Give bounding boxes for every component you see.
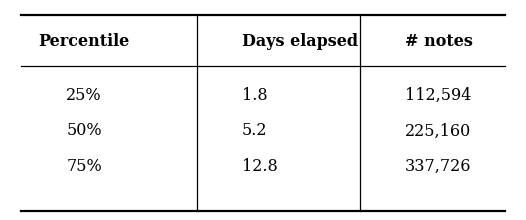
Text: 75%: 75% (66, 158, 102, 175)
Text: 225,160: 225,160 (405, 122, 471, 139)
Text: 12.8: 12.8 (242, 158, 278, 175)
Text: 337,726: 337,726 (405, 158, 471, 175)
Text: 5.2: 5.2 (242, 122, 267, 139)
Text: Percentile: Percentile (38, 33, 130, 50)
Text: 1.8: 1.8 (242, 87, 268, 104)
Text: Days elapsed: Days elapsed (242, 33, 358, 50)
Text: 112,594: 112,594 (405, 87, 471, 104)
Text: 50%: 50% (66, 122, 102, 139)
Text: # notes: # notes (405, 33, 473, 50)
Text: 25%: 25% (66, 87, 102, 104)
